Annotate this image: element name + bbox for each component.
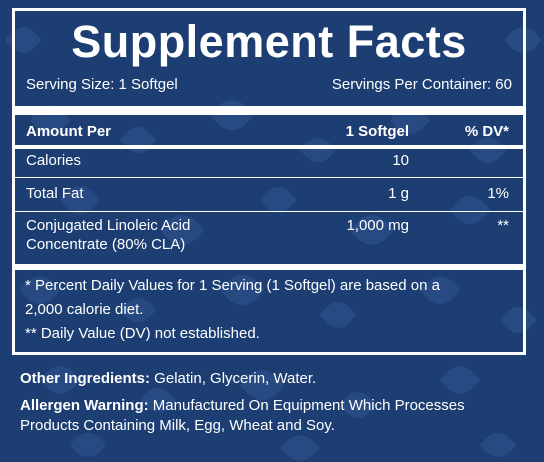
- header-daily-value: % DV*: [464, 123, 509, 140]
- servings-per-container: Servings Per Container: 60: [331, 76, 512, 93]
- other-ingredients: Other Ingredients: Gelatin, Glycerin, Wa…: [20, 369, 520, 389]
- panel-title: Supplement Facts: [71, 16, 467, 67]
- row-cla-amount: 1,000 mg: [346, 217, 409, 234]
- serving-info-row: Serving Size: 1 Softgel Servings Per Con…: [26, 75, 512, 95]
- row-total-fat-name: Total Fat: [26, 185, 84, 202]
- thick-divider: [15, 106, 523, 115]
- row-cla-dv: **: [497, 217, 509, 234]
- serving-size: Serving Size: 1 Softgel: [26, 76, 178, 93]
- row-total-fat-amount: 1 g: [388, 185, 409, 202]
- allergen-warning: Allergen Warning: Manufactured On Equipm…: [20, 396, 520, 436]
- row-divider: [15, 177, 523, 178]
- allergen-warning-value-line2: Products Containing Milk, Egg, Wheat and…: [20, 417, 335, 434]
- allergen-warning-value-line1: Manufactured On Equipment Which Processe…: [148, 397, 465, 414]
- footnote-daily-values-line2: 2,000 calorie diet.: [25, 301, 144, 318]
- header-serving-unit: 1 Softgel: [345, 123, 409, 140]
- row-calories-amount: 10: [392, 152, 409, 169]
- footnote-divider: [15, 264, 523, 270]
- header-amount-per: Amount Per: [26, 123, 112, 140]
- row-divider: [15, 211, 523, 212]
- footnote-daily-values: * Percent Daily Values for 1 Serving (1 …: [25, 274, 515, 346]
- row-calories-name: Calories: [26, 152, 82, 169]
- row-total-fat-dv: 1%: [487, 185, 509, 202]
- header-divider: [15, 145, 523, 149]
- supplement-facts-panel: Supplement Facts Serving Size: 1 Softgel…: [12, 8, 526, 355]
- other-ingredients-label: Other Ingredients:: [20, 370, 151, 387]
- row-cla-name-line1: Conjugated Linoleic Acid: [26, 217, 191, 234]
- allergen-warning-label: Allergen Warning:: [20, 397, 149, 414]
- footnote-daily-values-line1: * Percent Daily Values for 1 Serving (1 …: [25, 277, 440, 294]
- row-cla-name-line2: Concentrate (80% CLA): [26, 236, 186, 253]
- footnote-not-established: ** Daily Value (DV) not established.: [25, 325, 260, 342]
- other-ingredients-value: Gelatin, Glycerin, Water.: [150, 370, 317, 387]
